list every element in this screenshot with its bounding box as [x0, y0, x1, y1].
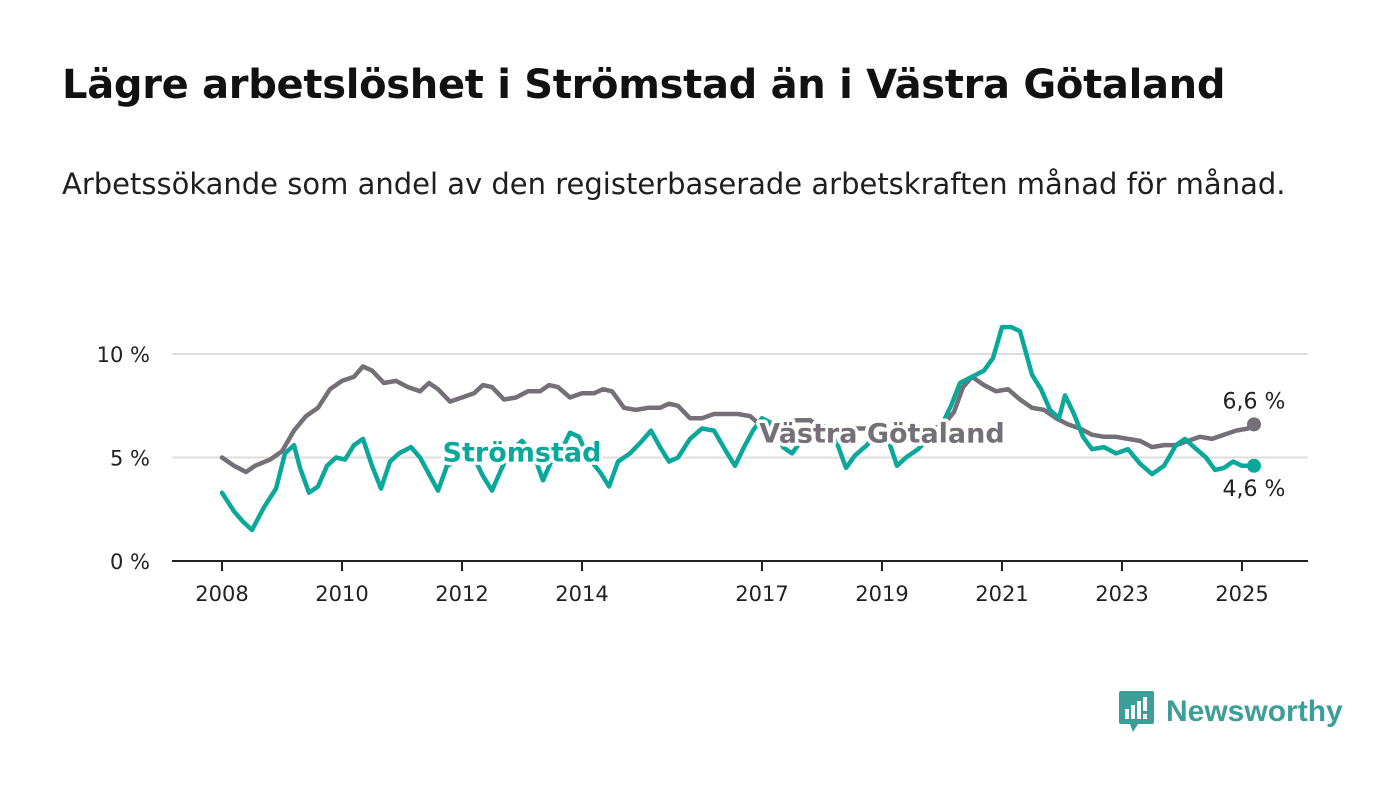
series-end-point	[1247, 417, 1261, 432]
series-end-label: 6,6 %	[1223, 389, 1286, 414]
page-title: Lägre arbetslöshet i Strömstad än i Väst…	[62, 62, 1226, 108]
x-tick-label: 2010	[315, 582, 368, 606]
x-tick-label: 2014	[555, 582, 608, 606]
x-tick-label: 2021	[975, 582, 1028, 606]
series-end-point	[1247, 458, 1261, 473]
newsworthy-logo-icon	[1119, 691, 1154, 732]
page-subtitle: Arbetssökande som andel av den registerb…	[62, 167, 1286, 201]
series-inline-label: Västra Götaland	[759, 419, 1004, 450]
x-tick-label: 2025	[1215, 582, 1268, 606]
x-tick-label: 2017	[735, 582, 788, 606]
x-tick-label: 2008	[195, 582, 248, 606]
x-tick-label: 2012	[435, 582, 488, 606]
y-tick-label: 0 %	[110, 550, 150, 574]
x-tick-label: 2019	[855, 582, 908, 606]
series-line	[219, 324, 1257, 533]
series-inline-label: Strömstad	[443, 437, 602, 468]
x-tick-label: 2023	[1095, 582, 1148, 606]
y-tick-label: 10 %	[97, 343, 150, 367]
brand-name: Newsworthy	[1166, 695, 1343, 728]
y-tick-label: 5 %	[110, 447, 150, 471]
series-end-label: 4,6 %	[1223, 477, 1286, 502]
brand: Newsworthy	[1118, 690, 1343, 734]
